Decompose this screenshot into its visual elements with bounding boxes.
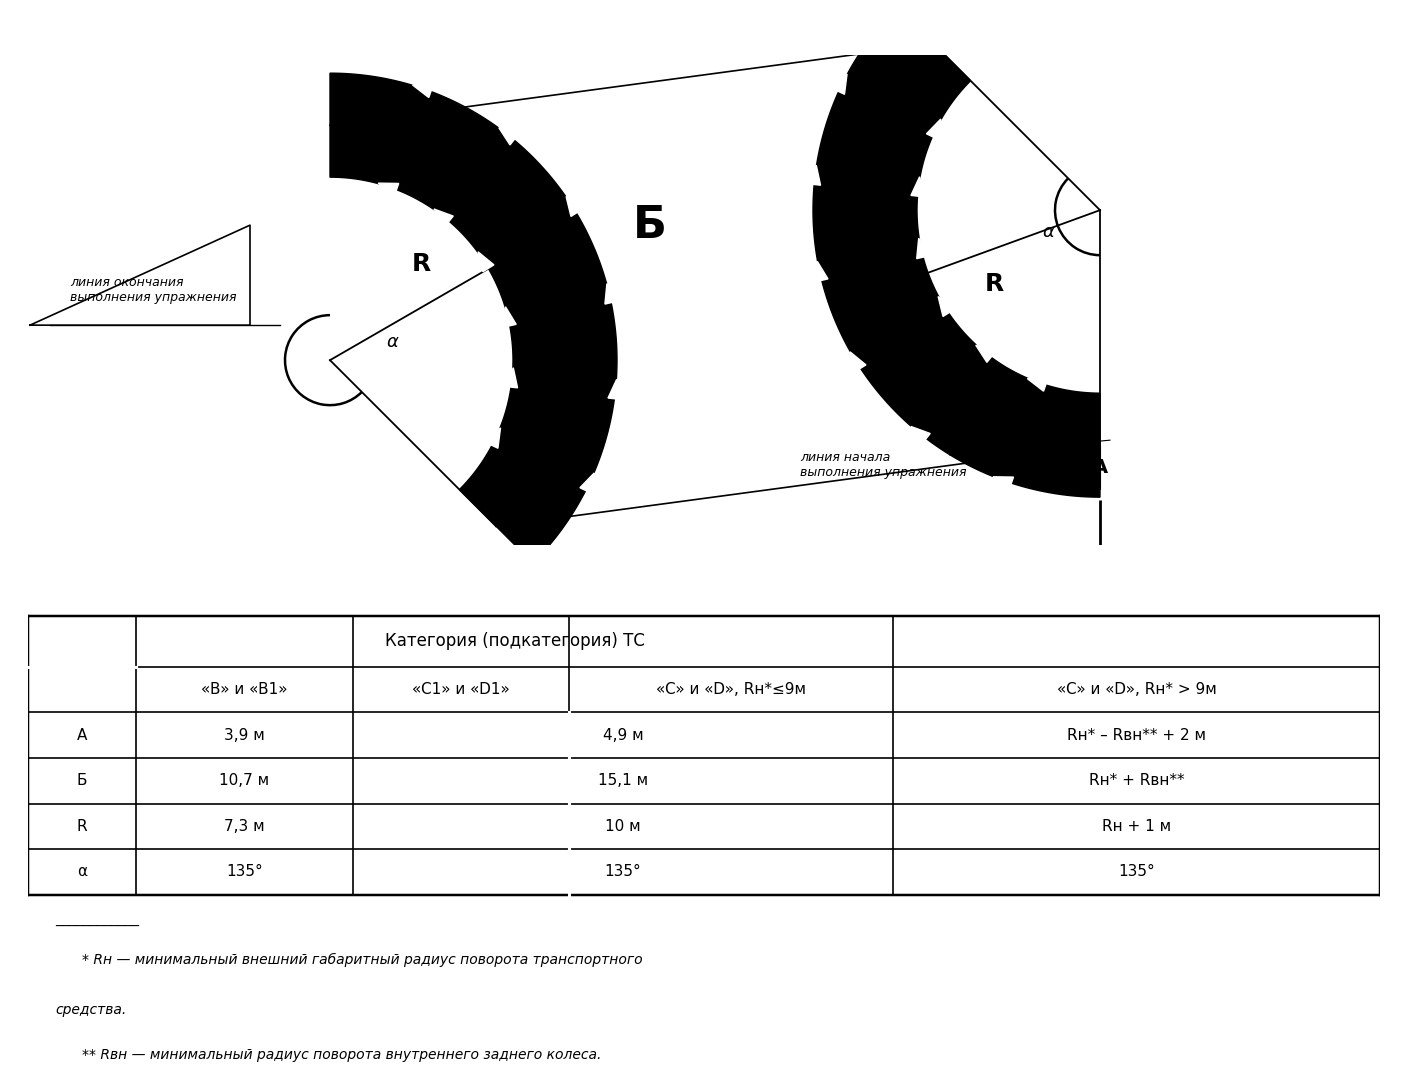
Text: 135°: 135° (604, 864, 641, 879)
Polygon shape (938, 297, 955, 316)
Polygon shape (605, 284, 618, 304)
Polygon shape (850, 352, 866, 372)
Text: линия начала
выполнения упражнения: линия начала выполнения упражнения (800, 451, 966, 479)
Polygon shape (608, 379, 621, 400)
Text: R: R (411, 252, 431, 276)
Text: линия окончания
выполнения упражнения: линия окончания выполнения упражнения (70, 277, 237, 304)
Polygon shape (580, 473, 594, 493)
Polygon shape (917, 238, 929, 258)
Polygon shape (832, 74, 848, 94)
Polygon shape (1028, 378, 1048, 391)
Text: Б: Б (634, 204, 667, 247)
Text: α: α (1042, 223, 1055, 241)
Polygon shape (566, 196, 582, 217)
Polygon shape (808, 165, 821, 185)
Polygon shape (434, 209, 453, 226)
Text: Rн* – Rвн** + 2 м: Rн* – Rвн** + 2 м (1067, 728, 1207, 743)
Text: Rн + 1 м: Rн + 1 м (1102, 819, 1171, 834)
Text: * Rн — минимальный внешний габаритный радиус поворота транспортного: * Rн — минимальный внешний габаритный ра… (82, 953, 643, 967)
Text: «C1» и «D1»: «C1» и «D1» (411, 682, 510, 697)
Polygon shape (911, 427, 931, 444)
Text: Категория (подкатегория) ТС: Категория (подкатегория) ТС (384, 632, 645, 651)
Text: 4,9 м: 4,9 м (603, 728, 643, 743)
Polygon shape (504, 368, 518, 388)
Text: А: А (1093, 458, 1108, 477)
Polygon shape (911, 177, 924, 197)
Text: R: R (984, 272, 1004, 296)
Text: ____________: ____________ (55, 912, 139, 926)
Text: 7,3 м: 7,3 м (224, 819, 265, 834)
Text: 10,7 м: 10,7 м (220, 773, 269, 788)
Text: 15,1 м: 15,1 м (598, 773, 648, 788)
Polygon shape (486, 428, 500, 448)
Text: 10 м: 10 м (605, 819, 641, 834)
Text: 3,9 м: 3,9 м (224, 728, 265, 743)
Polygon shape (329, 73, 617, 563)
Polygon shape (479, 252, 494, 272)
Polygon shape (993, 477, 1014, 489)
Text: «C» и «D», Rн*≤9м: «C» и «D», Rн*≤9м (656, 682, 805, 697)
Text: Б: Б (77, 773, 87, 788)
Polygon shape (812, 8, 1100, 497)
Polygon shape (379, 183, 398, 196)
Text: Rн* + Rвн**: Rн* + Rвн** (1088, 773, 1184, 788)
Polygon shape (498, 128, 518, 145)
Text: R: R (77, 819, 87, 834)
Text: 135°: 135° (1118, 864, 1155, 879)
Text: «C» и «D», Rн* > 9м: «C» и «D», Rн* > 9м (1056, 682, 1217, 697)
Text: А: А (77, 728, 87, 743)
Text: «B» и «B1»: «B» и «B1» (201, 682, 287, 697)
Polygon shape (926, 119, 941, 139)
Text: ** Rвн — минимальный радиус поворота внутреннего заднего колеса.: ** Rвн — минимальный радиус поворота вну… (82, 1047, 601, 1061)
Text: средства.: средства. (55, 1002, 127, 1016)
Text: α: α (386, 333, 398, 352)
Text: 135°: 135° (227, 864, 263, 879)
Text: α: α (77, 864, 87, 879)
Polygon shape (815, 262, 828, 282)
Polygon shape (504, 307, 517, 327)
Polygon shape (413, 85, 434, 98)
Polygon shape (976, 345, 995, 362)
